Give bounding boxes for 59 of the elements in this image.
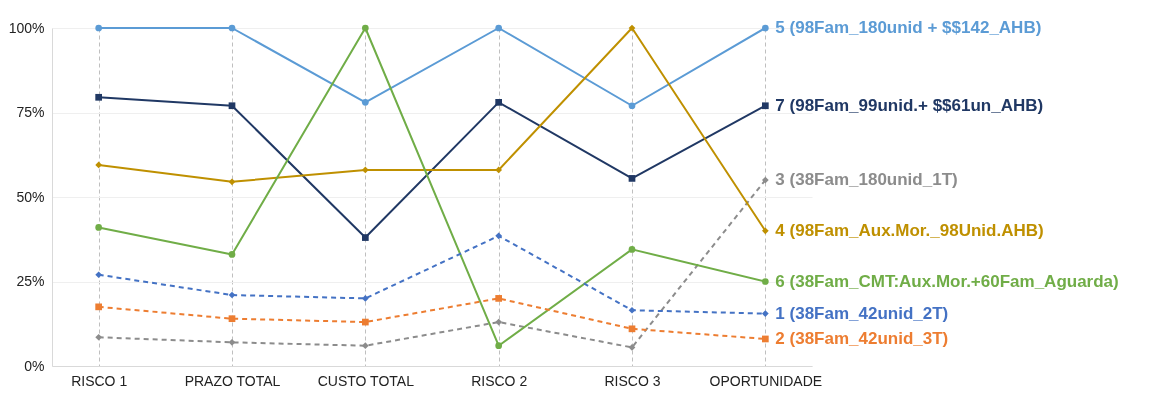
point — [761, 102, 769, 110]
point — [495, 295, 503, 302]
point — [495, 24, 503, 32]
point — [628, 24, 636, 32]
point — [761, 335, 769, 343]
point — [495, 232, 503, 240]
x-tick-label: PRAZO TOTAL — [184, 372, 281, 389]
point — [228, 102, 236, 110]
x-tick-label: RISCO 3 — [604, 372, 661, 389]
x-tick-label: RISCO 1 — [71, 372, 128, 389]
series-label: 5 (98Fam_180unid + $$142_AHB) — [775, 18, 1042, 37]
y-tick-label: 0% — [24, 357, 45, 374]
x-tick-label: CUSTO TOTAL — [317, 372, 415, 389]
series-label: 2 (38Fam_42unid_3T) — [775, 328, 949, 348]
point — [228, 315, 236, 323]
point — [495, 99, 503, 106]
point — [95, 161, 103, 169]
point — [361, 99, 369, 106]
point — [761, 176, 769, 184]
point — [228, 178, 236, 186]
point — [95, 303, 103, 311]
x-tick-label: OPORTUNIDADE — [709, 372, 823, 389]
series-label: 4 (98Fam_Aux.Mor._98Unid.AHB) — [775, 220, 1044, 240]
point — [628, 246, 636, 253]
point — [361, 24, 369, 32]
point — [95, 271, 103, 279]
point — [628, 175, 636, 182]
point — [95, 224, 103, 231]
point — [361, 318, 369, 326]
series-label: 7 (98Fam_99unid.+ $$61un_AHB) — [775, 95, 1044, 115]
series-label: 3 (38Fam_180unid_1T) — [775, 170, 958, 190]
point — [361, 342, 369, 350]
point — [228, 338, 236, 346]
point — [495, 166, 503, 174]
y-tick-label: 75% — [16, 104, 45, 120]
series-label: 6 (38Fam_CMT:Aux.Mor.+60Fam_Aguarda) — [775, 271, 1119, 291]
point — [361, 295, 369, 302]
point — [495, 318, 503, 326]
point — [95, 93, 103, 101]
y-tick-label: 50% — [16, 188, 45, 205]
point — [228, 24, 236, 32]
point — [228, 291, 236, 299]
point — [361, 166, 369, 174]
point — [628, 102, 636, 110]
y-tick-label: 25% — [16, 273, 45, 289]
x-tick-label: RISCO 2 — [471, 372, 528, 389]
point — [761, 24, 769, 32]
point — [628, 325, 636, 333]
point — [95, 333, 103, 341]
point — [761, 227, 769, 235]
point — [228, 251, 236, 258]
series-label: 1 (38Fam_42unid_2T) — [775, 303, 949, 323]
y-tick-label: 100% — [8, 19, 45, 36]
point — [495, 342, 503, 350]
point — [761, 278, 769, 285]
point — [361, 234, 369, 241]
point — [761, 310, 769, 317]
point — [628, 306, 636, 314]
point — [95, 24, 103, 32]
